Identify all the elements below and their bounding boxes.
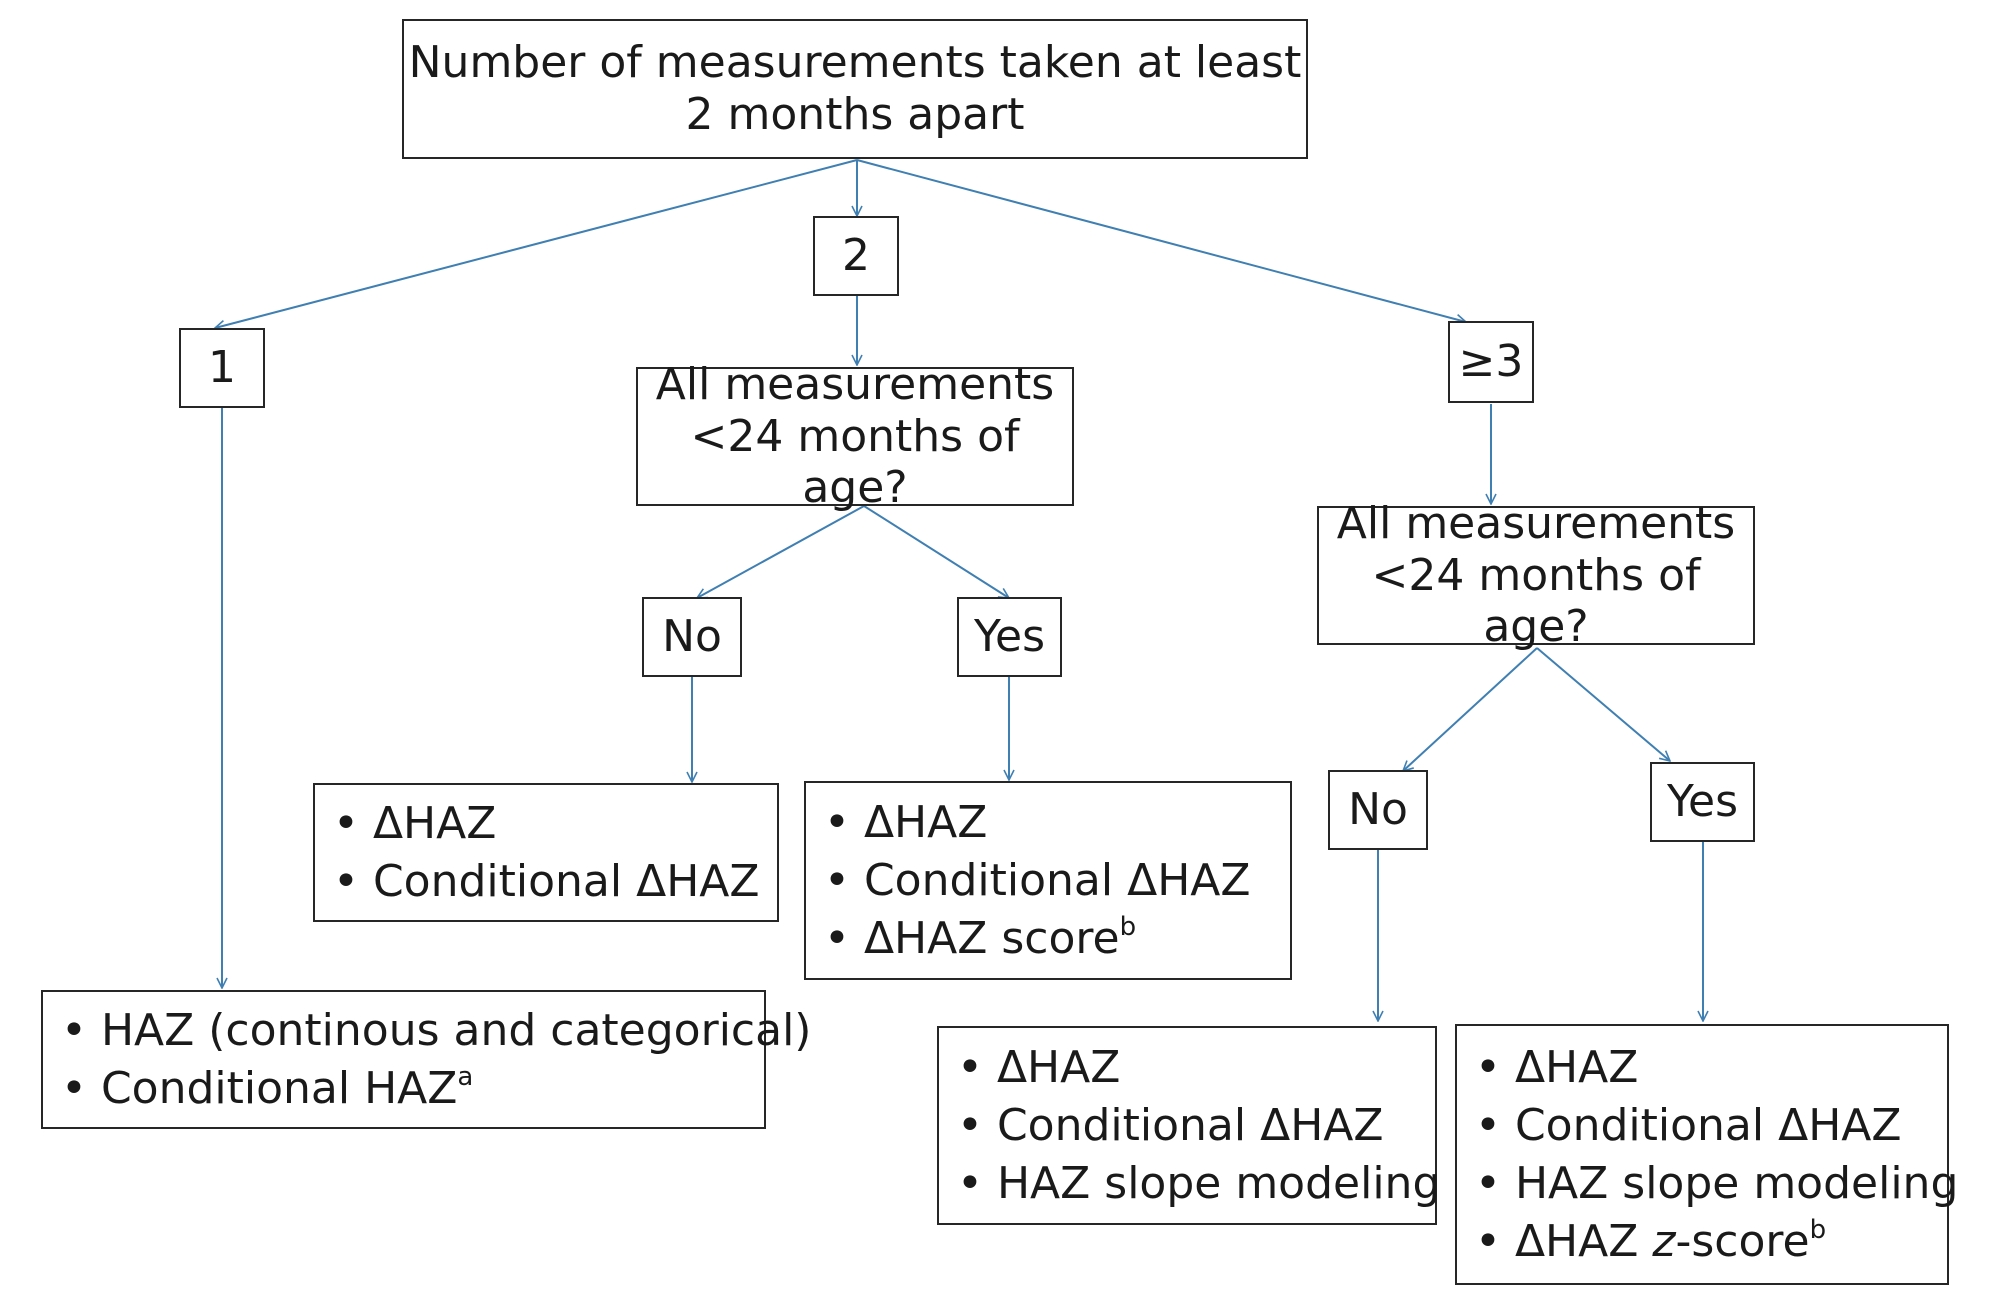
arrow-root-to-three: [856, 159, 1466, 322]
branch-one-node: 1: [179, 328, 265, 408]
outcome-text: ΔHAZ: [863, 796, 988, 848]
root-node: Number of measurements taken at least 2 …: [402, 19, 1308, 159]
branch-two-no-outcomes: • ΔHAZ • Conditional ΔHAZ: [313, 783, 779, 922]
bullet-glyph: •: [61, 1004, 87, 1056]
outcome-text: HAZ slope modeling: [1514, 1157, 1959, 1209]
outcome-text: ΔHAZ: [1514, 1041, 1639, 1093]
outcome-item: • HAZ slope modeling: [957, 1155, 1440, 1213]
outcome-text-italic: z: [1652, 1215, 1676, 1267]
branch-three-node: ≥3: [1448, 321, 1534, 403]
outcome-text: HAZ slope modeling: [996, 1157, 1441, 1209]
branch-three-question-line-1: All measurements: [1336, 497, 1736, 549]
bullet-glyph: •: [824, 854, 850, 906]
outcome-item: • HAZ slope modeling: [1475, 1155, 1958, 1213]
branch-three-yes-outcomes: • ΔHAZ • Conditional ΔHAZ • HAZ slope model…: [1455, 1024, 1958, 1285]
branch-two-no-label: No: [662, 611, 722, 663]
arrow-question-two-to-no: [697, 505, 865, 599]
outcome-item: • ΔHAZ: [824, 794, 1290, 852]
outcome-text: Conditional ΔHAZ: [863, 854, 1251, 906]
outcome-text: Conditional HAZ: [100, 1062, 458, 1114]
branch-two-yes-label: Yes: [973, 611, 1046, 663]
bullet-glyph: •: [333, 855, 359, 907]
outcome-item: • ΔHAZ: [333, 795, 777, 853]
branch-two-label: 2: [842, 230, 870, 282]
outcome-item: • ΔHAZ scoreb: [824, 910, 1290, 968]
outcome-text: Conditional ΔHAZ: [372, 855, 760, 907]
footnote-marker: b: [1119, 911, 1137, 942]
footnote-marker: b: [1809, 1214, 1827, 1245]
branch-two-question-node: All measurements <24 months of age?: [636, 359, 1074, 513]
bullet-glyph: •: [61, 1062, 87, 1114]
arrow-root-to-one: [215, 159, 858, 328]
outcome-text: ΔHAZ score: [863, 912, 1120, 964]
outcome-item: • Conditional HAZa: [61, 1060, 764, 1118]
branch-three-question-node: All measurements <24 months of age?: [1317, 498, 1755, 652]
branch-three-label: ≥3: [1458, 336, 1524, 388]
branch-two-no-node: No: [642, 597, 742, 677]
outcome-text: ΔHAZ: [996, 1041, 1121, 1093]
bullet-glyph: •: [957, 1099, 983, 1151]
outcome-item: • Conditional ΔHAZ: [824, 852, 1290, 910]
branch-two-question-line-2: <24 months of age?: [690, 410, 1020, 514]
outcome-item: • ΔHAZ z-scoreb: [1475, 1213, 1947, 1271]
bullet-glyph: •: [1475, 1157, 1501, 1209]
bullet-glyph: •: [1475, 1215, 1501, 1267]
outcome-item: • ΔHAZ: [957, 1039, 1435, 1097]
branch-two-yes-outcomes: • ΔHAZ • Conditional ΔHAZ • ΔHAZ scoreb: [804, 781, 1292, 980]
branch-two-yes-node: Yes: [957, 597, 1062, 677]
outcome-text: Conditional ΔHAZ: [996, 1099, 1384, 1151]
outcome-text: -score: [1675, 1215, 1810, 1267]
bullet-glyph: •: [957, 1041, 983, 1093]
bullet-glyph: •: [1475, 1099, 1501, 1151]
outcome-item: • Conditional ΔHAZ: [1475, 1097, 1947, 1155]
arrow-question-three-to-no: [1403, 647, 1538, 771]
root-line-2: 2 months apart: [685, 89, 1025, 140]
branch-two-question-line-1: All measurements: [655, 358, 1055, 410]
branch-one-outcomes: • HAZ (continous and categorical) • Condit…: [41, 990, 811, 1129]
outcome-item: • ΔHAZ: [1475, 1039, 1947, 1097]
branch-three-yes-node: Yes: [1650, 762, 1755, 842]
bullet-glyph: •: [824, 912, 850, 964]
outcome-text: HAZ (continous and categorical): [100, 1004, 812, 1056]
root-line-1: Number of measurements taken at least: [408, 37, 1302, 89]
outcome-text: ΔHAZ: [372, 797, 497, 849]
outcome-item: • Conditional ΔHAZ: [333, 853, 777, 911]
outcome-text: Conditional ΔHAZ: [1514, 1099, 1902, 1151]
branch-three-no-label: No: [1348, 784, 1408, 836]
bullet-glyph: •: [824, 796, 850, 848]
branch-one-label: 1: [208, 342, 236, 394]
arrow-question-three-to-yes: [1536, 647, 1670, 761]
outcome-text: ΔHAZ: [1514, 1215, 1653, 1267]
outcome-item: • HAZ (continous and categorical): [61, 1002, 811, 1060]
branch-three-question-line-2: <24 months of age?: [1371, 549, 1701, 653]
footnote-marker: a: [457, 1061, 474, 1092]
branch-three-yes-label: Yes: [1666, 776, 1739, 828]
bullet-glyph: •: [333, 797, 359, 849]
branch-three-no-outcomes: • ΔHAZ • Conditional ΔHAZ • HAZ slope model…: [937, 1026, 1440, 1225]
branch-three-no-node: No: [1328, 770, 1428, 850]
outcome-item: • Conditional ΔHAZ: [957, 1097, 1435, 1155]
bullet-glyph: •: [957, 1157, 983, 1209]
arrow-question-two-to-yes: [863, 505, 1009, 598]
bullet-glyph: •: [1475, 1041, 1501, 1093]
branch-two-node: 2: [813, 216, 899, 296]
